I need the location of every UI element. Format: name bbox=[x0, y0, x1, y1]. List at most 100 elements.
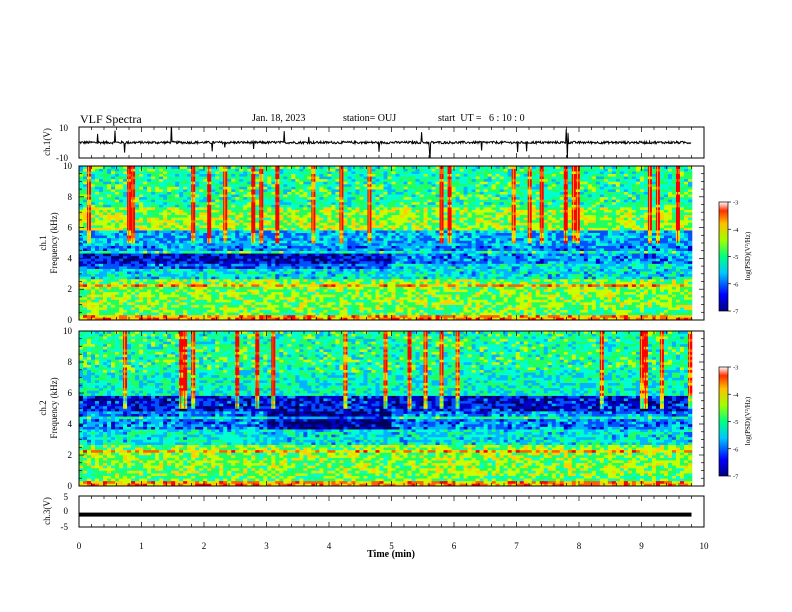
spectrogram-cell bbox=[379, 176, 384, 180]
spectrogram-cell bbox=[279, 222, 284, 226]
spectrogram-cell bbox=[195, 186, 200, 190]
spectrogram-cell bbox=[87, 225, 92, 228]
spectrogram-cell bbox=[271, 176, 276, 180]
spectrogram-cell bbox=[307, 176, 312, 180]
spectrogram-cell bbox=[119, 302, 124, 305]
spectrogram-cell bbox=[351, 271, 356, 275]
spectrogram-cell bbox=[323, 225, 328, 228]
spectrogram-cell bbox=[143, 201, 148, 205]
spectrogram-cell bbox=[363, 191, 368, 195]
spectrogram-cell bbox=[331, 219, 336, 223]
spectrogram-cell bbox=[355, 173, 360, 177]
spectrogram-cell bbox=[367, 194, 372, 198]
spectrogram-cell bbox=[231, 250, 236, 254]
spectrogram-cell bbox=[139, 219, 144, 223]
spectrogram-cell bbox=[155, 268, 160, 272]
spectrogram-cell bbox=[199, 271, 204, 275]
spectrogram-cell bbox=[359, 260, 364, 264]
spectrogram-cell bbox=[387, 178, 392, 182]
spectrogram-cell bbox=[343, 199, 348, 203]
spectrogram-cell bbox=[243, 243, 248, 246]
spectrogram-cell bbox=[107, 212, 112, 216]
spectrogram-cell bbox=[187, 299, 192, 303]
spectrogram-cell bbox=[343, 299, 348, 303]
spectrogram-cell bbox=[363, 199, 368, 203]
spectrogram-cell bbox=[147, 183, 152, 187]
spectrogram-cell bbox=[231, 248, 236, 251]
spectrogram-cell bbox=[135, 214, 140, 218]
spectrogram-cell bbox=[355, 278, 360, 282]
spectrogram-cell bbox=[227, 237, 232, 241]
spectrogram-cell bbox=[219, 281, 224, 285]
spectrogram-cell bbox=[159, 219, 164, 223]
spectrogram-cell bbox=[187, 304, 192, 308]
spectrogram-cell bbox=[267, 299, 272, 303]
spectrogram-cell bbox=[287, 199, 292, 203]
spectrogram-cell bbox=[351, 263, 356, 267]
spectrogram-cell bbox=[343, 258, 348, 262]
spectrogram-cell bbox=[275, 248, 280, 251]
spectrogram-cell bbox=[79, 227, 84, 231]
spectrogram-cell bbox=[243, 230, 248, 234]
spectrogram-cell bbox=[319, 168, 324, 172]
spectrogram-cell bbox=[139, 237, 144, 241]
spectrogram-cell bbox=[279, 302, 284, 305]
spectrogram-cell bbox=[287, 181, 292, 185]
spectrogram-cell bbox=[279, 271, 284, 275]
spectrogram-cell bbox=[251, 217, 256, 221]
spectrogram-cell bbox=[99, 173, 104, 177]
spectrogram-cell bbox=[87, 209, 92, 213]
spectrogram-cell bbox=[203, 266, 208, 269]
spectrogram-cell bbox=[167, 284, 172, 287]
spectrogram-cell bbox=[183, 183, 188, 187]
spectrogram-cell bbox=[115, 166, 120, 169]
spectrogram-cell bbox=[239, 304, 244, 308]
spectrogram-cell bbox=[91, 296, 96, 300]
spectrogram-cell bbox=[175, 314, 180, 318]
spectrogram-cell bbox=[147, 260, 152, 264]
spectrogram-cell bbox=[115, 240, 120, 244]
spectrogram-cell bbox=[175, 281, 180, 285]
spectrogram-cell bbox=[347, 217, 352, 221]
spectrogram-cell bbox=[287, 201, 292, 205]
spectrogram-cell bbox=[243, 263, 248, 267]
spectrogram-cell bbox=[143, 219, 148, 223]
spectrogram-cell bbox=[95, 286, 100, 290]
spectrogram-cell bbox=[111, 281, 116, 285]
spectrogram-cell bbox=[155, 281, 160, 285]
spectrogram-cell bbox=[175, 235, 180, 239]
spectrogram-cell bbox=[147, 271, 152, 275]
spectrogram-cell bbox=[287, 196, 292, 200]
spectrogram-cell bbox=[387, 186, 392, 190]
spectrogram-cell bbox=[287, 183, 292, 187]
spectrogram-cell bbox=[275, 260, 280, 264]
spectrogram-cell bbox=[223, 258, 228, 262]
spectrogram-cell bbox=[303, 276, 308, 280]
spectrogram-cell bbox=[111, 176, 116, 180]
spectrogram-cell bbox=[107, 268, 112, 272]
spectrogram-cell bbox=[319, 253, 324, 257]
spectrogram-cell bbox=[199, 227, 204, 231]
spectrogram-cell bbox=[339, 260, 344, 264]
spectrogram-cell bbox=[231, 299, 236, 303]
spectrogram-cell bbox=[295, 181, 300, 185]
spectrogram-cell bbox=[135, 317, 140, 321]
spectrogram-cell bbox=[235, 266, 240, 269]
spectrogram-cell bbox=[347, 314, 352, 318]
spectrogram-cell bbox=[95, 209, 100, 213]
spectrogram-cell bbox=[223, 278, 228, 282]
spectrogram-cell bbox=[255, 278, 260, 282]
spectrogram-cell bbox=[363, 253, 368, 257]
spectrogram-cell bbox=[235, 296, 240, 300]
spectrogram-cell bbox=[367, 199, 372, 203]
spectrogram-cell bbox=[111, 235, 116, 239]
spectrogram-cell bbox=[167, 260, 172, 264]
spectrogram-cell bbox=[311, 196, 316, 200]
spectrogram-cell bbox=[203, 278, 208, 282]
spectrogram-cell bbox=[195, 168, 200, 172]
spectrogram-cell bbox=[287, 276, 292, 280]
spectrogram-cell bbox=[91, 258, 96, 262]
spectrogram-cell bbox=[199, 317, 204, 321]
spectrogram-cell bbox=[115, 268, 120, 272]
spectrogram-cell bbox=[367, 248, 372, 251]
